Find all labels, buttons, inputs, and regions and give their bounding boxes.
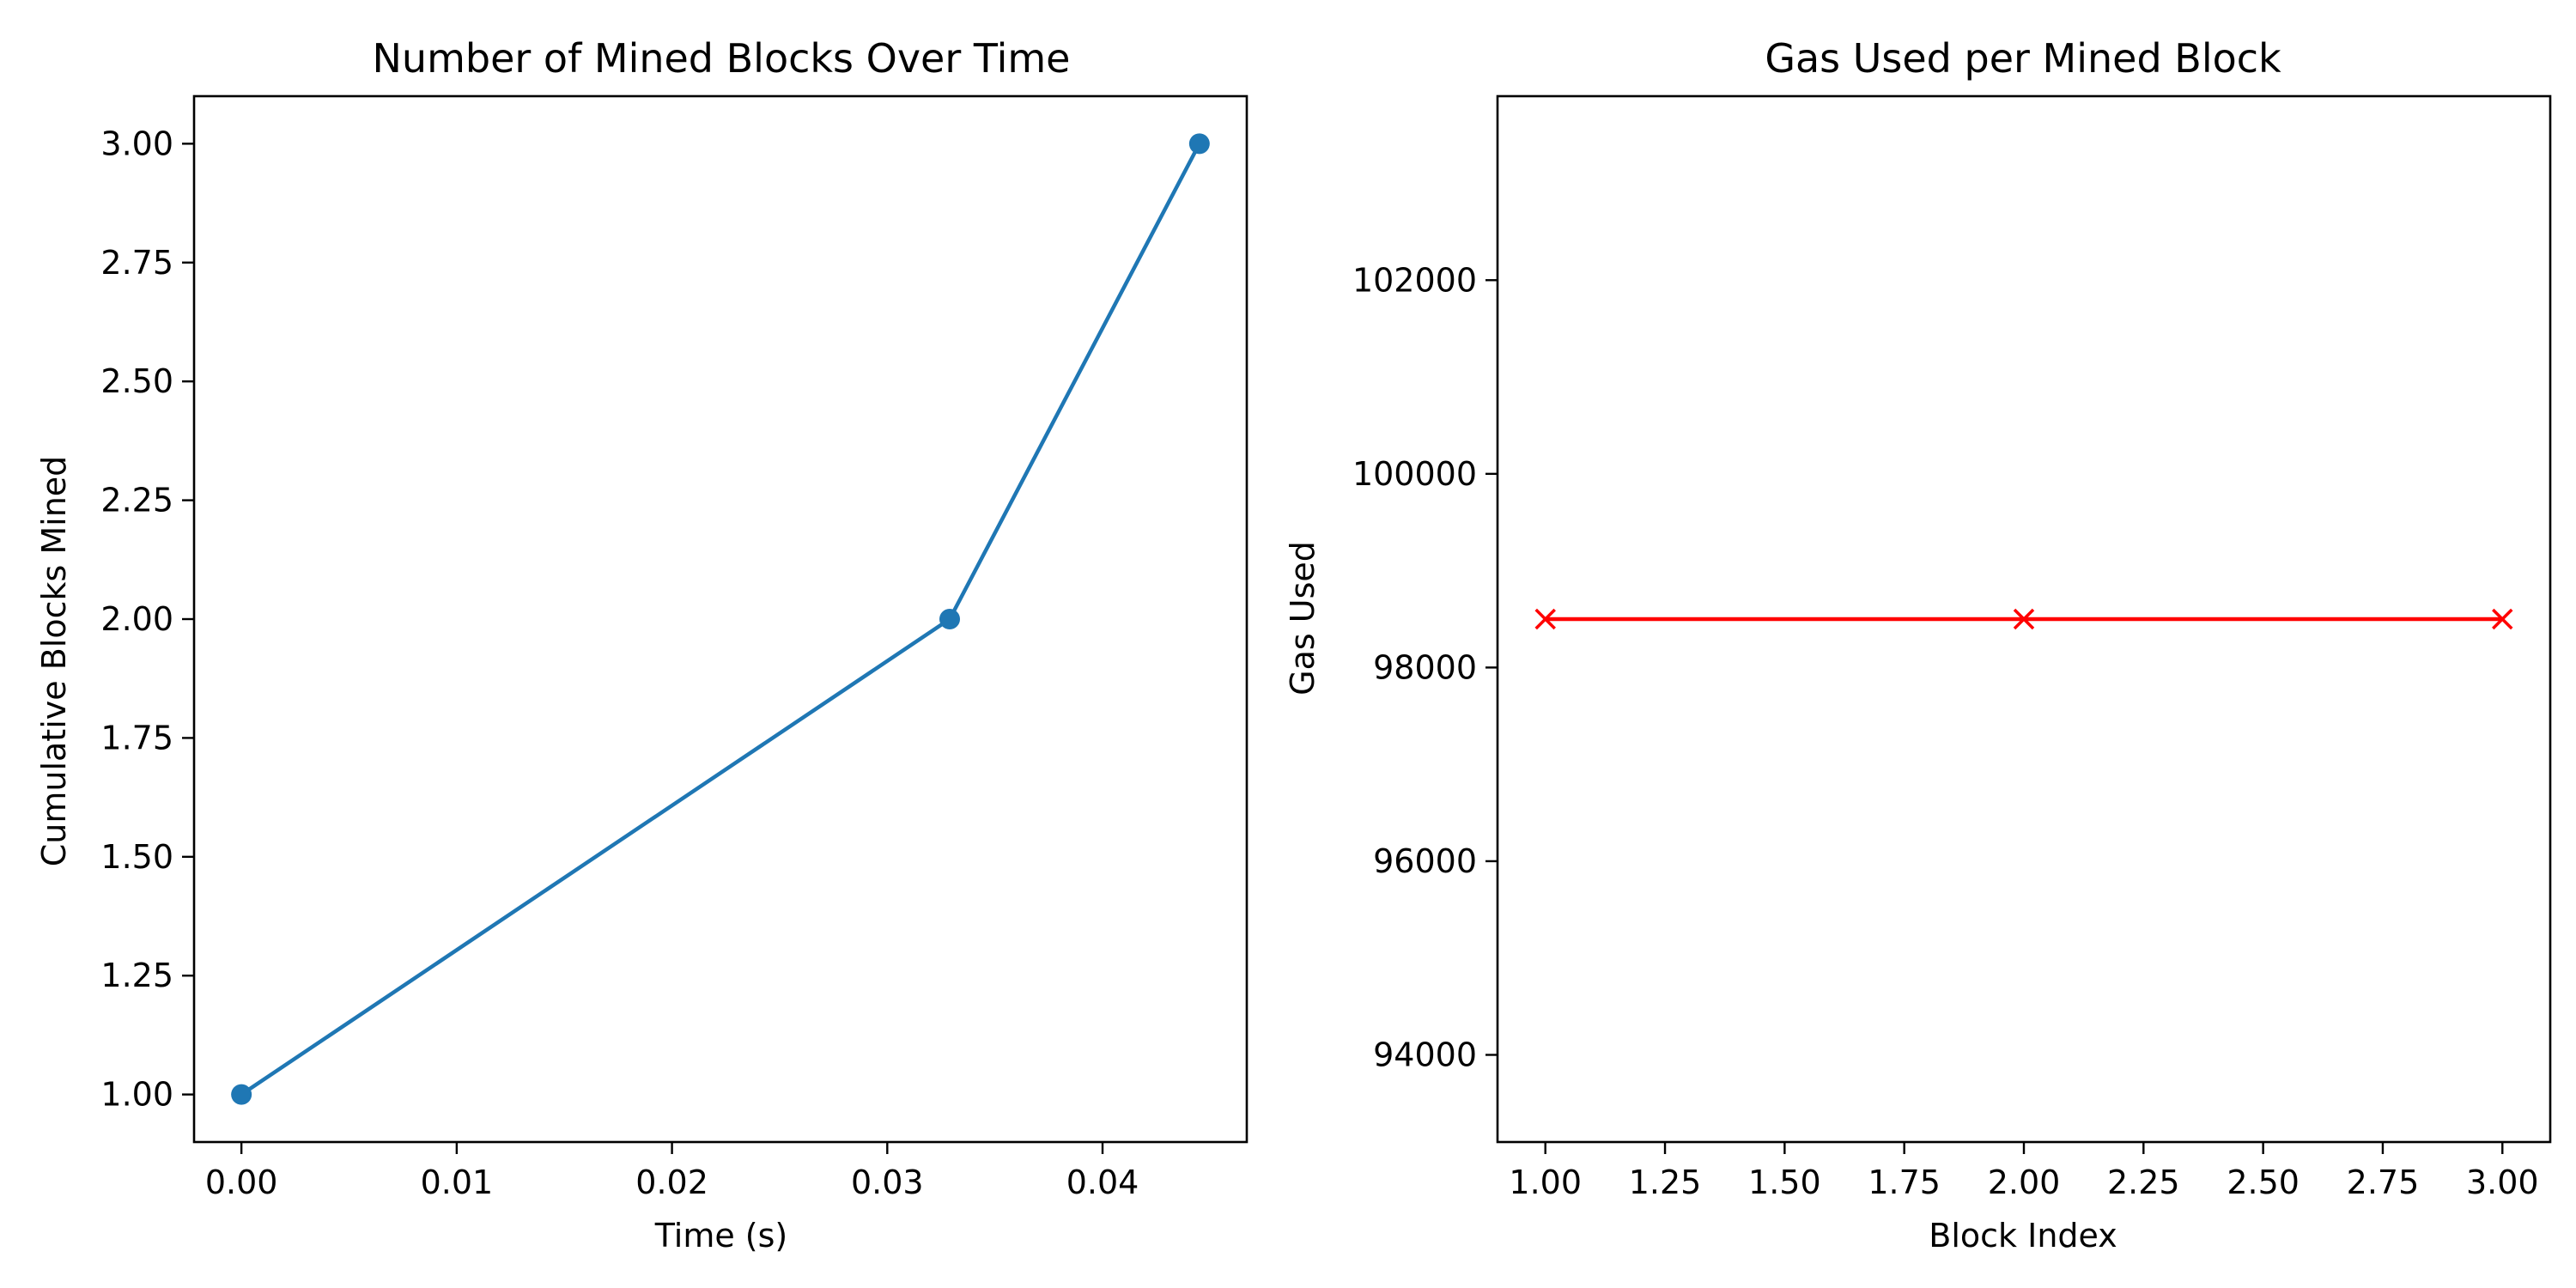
x-tick-label: 0.03 [851,1163,924,1201]
y-tick-label: 94000 [1373,1036,1477,1074]
x-tick-label: 1.50 [1748,1163,1821,1201]
y-tick-label: 2.00 [100,600,173,638]
data-point [231,1084,252,1105]
y-tick-label: 2.75 [100,244,173,282]
x-axis-label: Block Index [1929,1217,2117,1255]
y-tick-label: 98000 [1373,648,1477,686]
y-tick-label: 1.25 [100,957,173,994]
data-point [2492,608,2513,630]
chart-title: Gas Used per Mined Block [1765,35,2281,82]
x-tick-label: 0.02 [635,1163,708,1201]
y-tick-label: 2.25 [100,482,173,519]
plot-frame [1496,94,2552,1144]
x-tick-label: 1.75 [1868,1163,1941,1201]
y-axis-label: Gas Used [1284,541,1321,696]
chart-gas-used-per-block: Gas Used per Mined Block Block Index Gas… [1284,35,2552,1255]
x-tick-label: 2.25 [2107,1163,2180,1201]
x-tick-label: 2.50 [2227,1163,2300,1201]
data-point [1188,133,1210,155]
chart-blocks-over-time: Number of Mined Blocks Over Time Time (s… [35,35,1249,1255]
x-tick-label: 0.04 [1066,1163,1139,1201]
data-point [939,609,961,629]
y-tick-label: 1.75 [100,719,173,756]
y-tick-label: 2.50 [100,362,173,400]
series-group [231,133,1210,1105]
y-tick-label: 96000 [1373,842,1477,880]
x-tick-label: 2.00 [1988,1163,2061,1201]
x-tick-label: 1.25 [1629,1163,1702,1201]
x-tick-label: 0.01 [421,1163,494,1201]
chart-title: Number of Mined Blocks Over Time [373,35,1071,82]
x-tick-label: 3.00 [2466,1163,2539,1201]
tick-group: 0.00 0.01 0.02 0.03 0.04 1.00 1.25 1.50 1.75 2.00… [100,125,1139,1201]
y-tick-label: 1.00 [100,1076,173,1114]
y-axis-label: Cumulative Blocks Mined [35,456,73,867]
data-point [2013,608,2035,630]
y-tick-label: 102000 [1352,261,1477,299]
x-tick-label: 0.00 [205,1163,278,1201]
series-group [1534,608,2513,630]
data-point [1534,608,1556,630]
tick-group: 1.00 1.25 1.50 1.75 2.00 2.25 2.50 2.75 3.00 9400… [1352,261,2539,1201]
y-tick-label: 1.50 [100,838,173,876]
plot-frame [192,94,1249,1144]
y-tick-label: 100000 [1352,455,1477,493]
y-tick-label: 3.00 [100,125,173,162]
x-tick-label: 1.00 [1509,1163,1582,1201]
series-line [240,143,1201,1097]
x-tick-label: 2.75 [2347,1163,2420,1201]
x-axis-label: Time (s) [654,1217,788,1255]
